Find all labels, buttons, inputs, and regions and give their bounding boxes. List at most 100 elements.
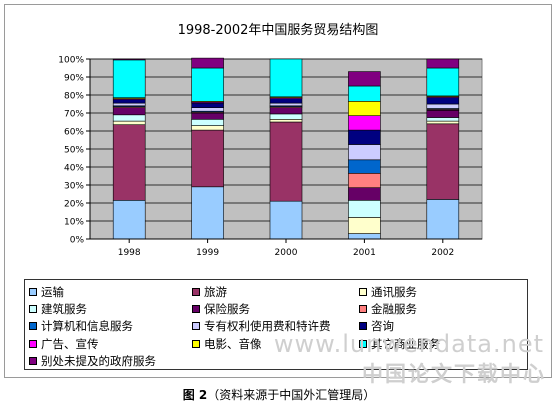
bar-segment [348,233,381,240]
bar-segment [112,107,146,116]
y-tick-label: 90% [64,74,84,84]
chart-title: 1998-2002年中国服务贸易结构图 [177,23,379,38]
legend-item: 通讯服务 [359,284,417,300]
bar-segment [191,186,224,240]
bar-segment [348,173,381,189]
legend-item: 其它商业服务 [359,336,440,352]
legend-swatch [359,305,367,314]
bar-segment [112,200,146,240]
bar-segment [191,119,224,126]
legend-label: 咨询 [371,319,394,334]
bar-segment [426,97,460,105]
legend-swatch [29,339,37,348]
legend-item: 建筑服务 [29,301,87,317]
bar-segment [348,129,381,145]
legend-label: 电影、音像 [204,336,262,351]
bar-segment [191,102,224,108]
legend-label: 专有权利使用费和特许费 [204,319,331,334]
watermark-url: www.lunwendata.net [273,330,544,358]
bar-segment [112,58,146,61]
bar-segment [112,59,146,99]
legend-label: 计算机和信息服务 [41,319,133,334]
legend-swatch [192,339,200,348]
bar-segment [191,112,224,120]
legend-item: 电影、音像 [192,336,262,352]
chart-legend: 运输 旅游 通讯服务建筑服务 保险服务 金融服务计算机和信息服务 专有权利使用费和特许费 咨… [24,279,528,370]
legend-item: 旅游 [192,284,227,300]
bar-segment [191,107,224,112]
bar-segment [348,71,381,87]
bar-segment [112,114,146,122]
bar-segment [269,58,303,98]
bar-segment [112,120,146,125]
bar-segment [269,113,303,120]
bar-segment [426,199,460,240]
legend-swatch [359,288,367,296]
legend-swatch [192,305,200,314]
legend-item: 运输 [29,284,64,300]
bar-segment [348,200,381,218]
legend-swatch [192,288,200,296]
x-tick-label: 2001 [353,248,376,258]
bar-segment [426,123,460,200]
bar-segment [426,103,460,109]
watermark-site: 中国论文下载中心 [362,362,546,386]
legend-swatch [29,356,37,365]
y-tick-label: 20% [64,200,84,210]
bar-segment [348,144,381,161]
legend-swatch [359,322,367,331]
bar-segment [191,125,224,131]
legend-label: 运输 [41,285,64,299]
legend-label: 金融服务 [371,302,417,317]
bar-segment [348,101,381,117]
y-tick-label: 10% [64,218,84,228]
legend-label: 其它商业服务 [371,336,440,351]
legend-swatch [192,322,200,331]
legend-swatch [29,305,37,314]
figure-caption: 图 2（资料来源于中国外汇管理局） [0,386,558,403]
y-tick-label: 30% [64,182,84,192]
bar-segment [191,57,224,69]
legend-item: 金融服务 [359,301,417,317]
bar-segment [269,107,303,115]
legend-label: 别处未提及的政府服务 [41,353,156,368]
bar-segment [348,115,381,131]
legend-swatch [29,322,37,331]
legend-label: 通讯服务 [371,285,417,299]
y-tick-label: 40% [64,164,84,174]
legend-item: 别处未提及的政府服务 [29,353,156,369]
legend-label: 建筑服务 [41,302,87,317]
bar-segment [112,124,146,201]
bar-segment [426,58,460,69]
legend-item: 广告、宣传 [29,336,99,352]
bar-segment [348,187,381,201]
y-tick-label: 80% [64,92,84,102]
bar-segment [191,67,224,102]
figure-source: （资料来源于中国外汇管理局） [207,388,376,402]
legend-swatch [359,339,367,348]
bar-segment [348,159,381,174]
legend-item: 专有权利使用费和特许费 [192,318,331,334]
bar-segment [348,217,381,234]
y-tick-label: 100% [58,56,84,66]
bar-segment [112,99,146,104]
bar-segment [269,119,303,123]
legend-label: 广告、宣传 [41,336,99,351]
bar-segment [426,117,460,122]
x-tick-label: 1999 [196,248,219,258]
bar-segment [426,67,460,97]
legend-item: 计算机和信息服务 [29,318,133,334]
bar-segment [269,121,303,202]
legend-item: 咨询 [359,318,394,334]
bar-segment [191,129,224,188]
y-tick-label: 60% [64,128,84,138]
bar-segment [426,120,460,125]
y-tick-label: 50% [64,146,84,156]
legend-label: 保险服务 [204,302,250,317]
bar-segment [269,200,303,240]
x-tick-label: 1998 [118,248,141,258]
x-tick-label: 2002 [431,248,454,258]
bar-segment [348,85,381,102]
bar-segment [269,98,303,104]
